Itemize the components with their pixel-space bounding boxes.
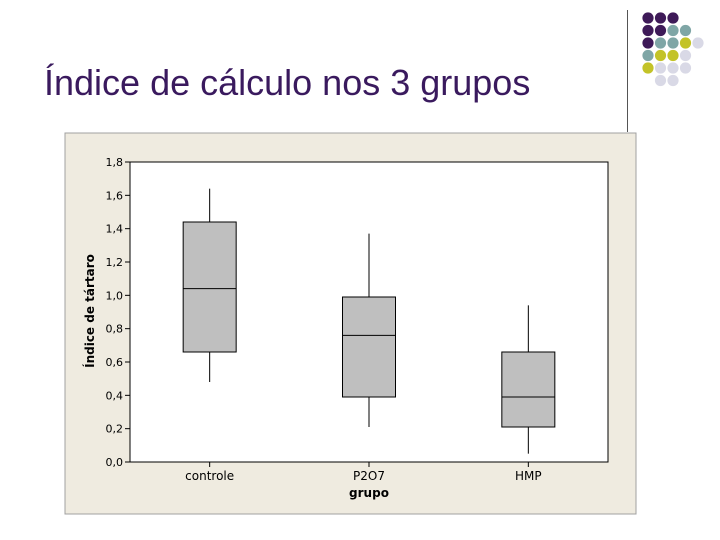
decorative-dot: [667, 74, 679, 87]
slide-title: Índice de cálculo nos 3 grupos: [44, 62, 531, 103]
decorative-dot: [642, 37, 654, 49]
y-tick-label: 0,6: [106, 356, 124, 369]
decorative-dot: [679, 62, 692, 74]
y-axis: 0,0 0,2 0,4 0,6 0,8 1,0 1,2 1,4 1,6 1,8: [106, 156, 130, 469]
y-tick-label: 1,6: [106, 189, 124, 202]
decorative-dot: [642, 62, 654, 74]
y-tick-label: 1,8: [106, 156, 124, 169]
dot-grid-decoration: [642, 12, 704, 87]
x-tick-label: controle: [185, 469, 234, 483]
y-tick-label: 0,0: [106, 456, 124, 469]
decorative-dot: [642, 24, 654, 37]
y-tick-label: 0,2: [106, 423, 124, 436]
decorative-dot: [679, 49, 692, 62]
decorative-dot: [642, 49, 654, 62]
x-tick-label: P2O7: [353, 469, 385, 483]
box-controle: [182, 188, 237, 382]
x-axis-label: grupo: [349, 486, 389, 500]
decorative-dot: [654, 12, 667, 24]
y-tick-label: 0,4: [106, 389, 124, 402]
title-divider-line: [627, 10, 628, 132]
x-tick-label: HMP: [515, 469, 542, 483]
decorative-dot: [667, 24, 679, 37]
decorative-dot: [654, 74, 667, 87]
y-tick-label: 0,8: [106, 323, 124, 336]
decorative-dot: [654, 62, 667, 74]
decorative-dot: [642, 12, 654, 24]
y-tick-label: 1,4: [106, 223, 124, 236]
y-tick-label: 1,2: [106, 256, 124, 269]
decorative-dot: [667, 37, 679, 49]
iqr-box: [501, 351, 556, 428]
iqr-box: [342, 296, 396, 398]
decorative-dot: [667, 49, 679, 62]
x-axis: controle P2O7 HMP: [185, 462, 542, 483]
decorative-dot: [667, 12, 679, 24]
box-HMP: [501, 305, 556, 454]
box-P2O7: [342, 233, 396, 427]
decorative-dot: [654, 24, 667, 37]
y-tick-label: 1,0: [106, 289, 124, 302]
decorative-dot: [654, 37, 667, 49]
decorative-dot: [692, 37, 704, 49]
decorative-dot: [654, 49, 667, 62]
iqr-box: [182, 221, 237, 353]
boxes: [182, 188, 556, 454]
decorative-dot: [679, 37, 692, 49]
decorative-dot: [679, 24, 692, 37]
y-axis-label: Índice de tártaro: [82, 254, 97, 368]
decorative-dot: [667, 62, 679, 74]
